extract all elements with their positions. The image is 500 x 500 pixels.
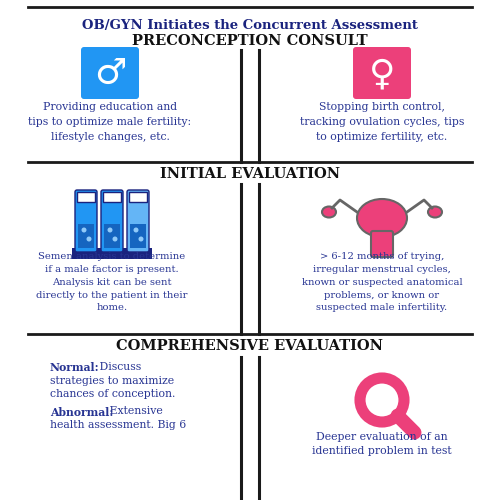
FancyBboxPatch shape bbox=[77, 192, 95, 202]
FancyBboxPatch shape bbox=[130, 224, 146, 248]
Circle shape bbox=[86, 236, 92, 242]
Text: ♀: ♀ bbox=[369, 57, 395, 91]
Text: OB/GYN Initiates the Concurrent Assessment: OB/GYN Initiates the Concurrent Assessme… bbox=[82, 19, 418, 32]
Text: INITIAL EVALUATION: INITIAL EVALUATION bbox=[160, 167, 340, 181]
FancyBboxPatch shape bbox=[72, 248, 152, 259]
Circle shape bbox=[138, 236, 143, 242]
Text: Abnormal:: Abnormal: bbox=[50, 406, 114, 418]
FancyBboxPatch shape bbox=[101, 190, 123, 252]
Text: PRECONCEPTION CONSULT: PRECONCEPTION CONSULT bbox=[132, 34, 368, 48]
Ellipse shape bbox=[428, 206, 442, 218]
FancyBboxPatch shape bbox=[81, 47, 139, 99]
Text: Semen analysis to determine
if a male factor is present.
Analysis kit can be sen: Semen analysis to determine if a male fa… bbox=[36, 252, 188, 312]
Text: Deeper evaluation of an: Deeper evaluation of an bbox=[316, 432, 448, 442]
Text: identified problem in test: identified problem in test bbox=[312, 446, 452, 456]
FancyBboxPatch shape bbox=[127, 190, 149, 252]
Text: Stopping birth control,
tracking ovulation cycles, tips
to optimize fertility, e: Stopping birth control, tracking ovulati… bbox=[300, 102, 464, 142]
FancyBboxPatch shape bbox=[78, 224, 94, 248]
FancyBboxPatch shape bbox=[103, 192, 121, 202]
FancyBboxPatch shape bbox=[75, 190, 97, 252]
Text: Providing education and
tips to optimize male fertility:
lifestyle changes, etc.: Providing education and tips to optimize… bbox=[28, 102, 192, 142]
Circle shape bbox=[108, 228, 112, 232]
Text: COMPREHENSIVE EVALUATION: COMPREHENSIVE EVALUATION bbox=[116, 339, 384, 353]
Circle shape bbox=[112, 236, 117, 242]
Text: Discuss: Discuss bbox=[96, 362, 142, 372]
Circle shape bbox=[134, 228, 138, 232]
Circle shape bbox=[82, 228, 86, 232]
Text: ♂: ♂ bbox=[94, 57, 126, 91]
Text: Extensive: Extensive bbox=[106, 406, 163, 416]
Ellipse shape bbox=[357, 199, 407, 237]
FancyBboxPatch shape bbox=[129, 192, 147, 202]
Text: Normal:: Normal: bbox=[50, 362, 100, 373]
FancyBboxPatch shape bbox=[104, 224, 120, 248]
Text: strategies to maximize: strategies to maximize bbox=[50, 376, 174, 386]
Ellipse shape bbox=[322, 206, 336, 218]
Text: health assessment. Big 6: health assessment. Big 6 bbox=[50, 420, 186, 430]
FancyBboxPatch shape bbox=[371, 231, 393, 257]
FancyBboxPatch shape bbox=[353, 47, 411, 99]
Text: > 6-12 months of trying,
irregular menstrual cycles,
known or suspected anatomic: > 6-12 months of trying, irregular menst… bbox=[302, 252, 462, 312]
Text: chances of conception.: chances of conception. bbox=[50, 389, 176, 399]
